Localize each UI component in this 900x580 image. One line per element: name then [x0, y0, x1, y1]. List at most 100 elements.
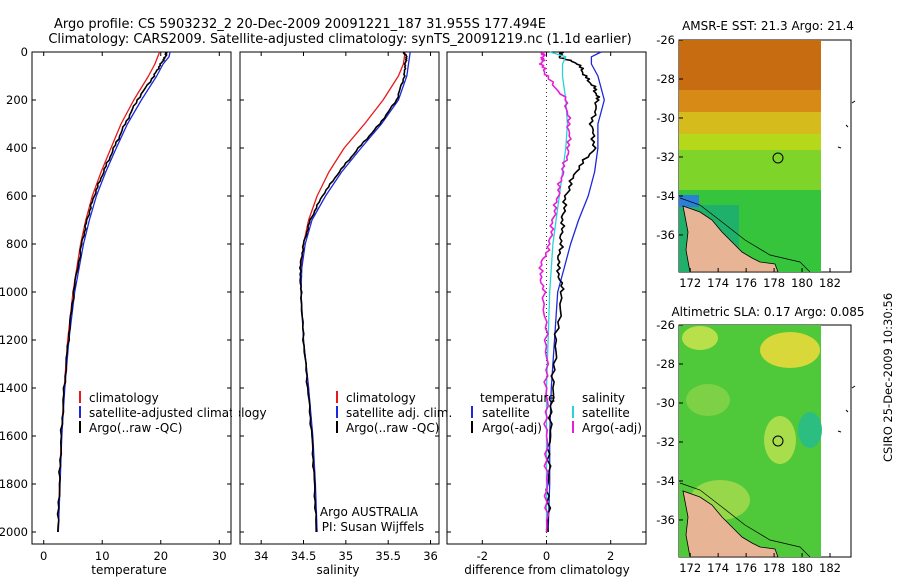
legend-label-temp-argo: Argo(-adj) — [482, 421, 542, 435]
map-ytick-label: -36 — [656, 228, 675, 242]
legend-label-temp-satellite: satellite — [482, 406, 530, 420]
figure-title-line2: Climatology: CARS2009. Satellite-adjuste… — [48, 32, 631, 47]
legend-label-climatology: climatology — [89, 391, 159, 405]
series-line-2-3 — [538, 51, 572, 533]
difference-legend: temperature satellite Argo(-adj) salinit… — [471, 391, 642, 435]
sla-island-marks — [837, 385, 856, 433]
difference-xlabel: difference from climatology — [464, 563, 630, 577]
ytick-label: 1200 — [0, 333, 28, 347]
salinity-series — [298, 51, 411, 533]
xtick-label: 0 — [40, 549, 47, 563]
map-xtick-label: 174 — [707, 276, 729, 290]
legend-label-argo: Argo(..raw -QC) — [346, 421, 439, 435]
series-line-2-1 — [545, 51, 601, 533]
legend-title-salinity: salinity — [582, 391, 625, 405]
legend-label-satellite-adj: satellite adj. clim. — [346, 406, 452, 420]
ytick-label: 2000 — [0, 525, 28, 539]
map-xtick-label: 176 — [735, 561, 757, 575]
salinity-legend: climatology satellite adj. clim. Argo(..… — [336, 391, 452, 435]
sst-landmass — [682, 205, 779, 272]
map-ytick-label: -30 — [656, 396, 675, 410]
map-ytick-label: -28 — [656, 72, 675, 86]
sla-map-ticks: 172 174 176 178 180 182 -26 -28 -30 -32 -34 -36 — [656, 318, 841, 575]
ytick-label: 400 — [6, 141, 28, 155]
legend-label-argo: Argo(..raw -QC) — [89, 421, 182, 435]
xtick-label: 0 — [543, 549, 550, 563]
sla-high-center — [764, 416, 796, 464]
legend-label-sal-satellite: satellite — [582, 406, 630, 420]
legend-label-satellite-adjusted: satellite-adjusted climatology — [89, 406, 267, 420]
sst-transition-band — [679, 112, 821, 134]
xtick-label: 30 — [212, 549, 227, 563]
temperature-legend: climatology satellite-adjusted climatolo… — [79, 391, 267, 435]
ytick-label: 800 — [6, 237, 28, 251]
ytick-label: 1400 — [0, 381, 28, 395]
map-xtick-label: 176 — [735, 276, 757, 290]
xtick-label: 10 — [95, 549, 110, 563]
sla-high-north — [760, 332, 820, 368]
xtick-label: 36 — [423, 549, 438, 563]
difference-series — [538, 51, 605, 533]
annotation-operator: Argo AUSTRALIA — [320, 505, 419, 519]
sla-map-title: Altimetric SLA: 0.17 Argo: 0.085 — [671, 305, 864, 319]
map-xtick-label: 182 — [819, 276, 841, 290]
sla-float-marker — [772, 435, 784, 447]
sst-island-marks — [837, 100, 856, 149]
xtick-label: 34 — [254, 549, 269, 563]
sla-high-nw — [682, 326, 718, 350]
sst-float-marker — [772, 152, 784, 164]
temperature-series — [56, 51, 171, 533]
map-ytick-label: -28 — [656, 357, 675, 371]
map-xtick-label: 172 — [679, 276, 701, 290]
map-ytick-label: -32 — [656, 435, 675, 449]
legend-label-sal-argo: Argo(-adj) — [582, 421, 642, 435]
sst-coast-contour — [679, 197, 811, 272]
ytick-label: 600 — [6, 189, 28, 203]
salinity-xlabel: salinity — [316, 563, 359, 577]
map-xtick-label: 178 — [763, 276, 785, 290]
ytick-label: 1600 — [0, 429, 28, 443]
sla-low-east — [798, 412, 822, 448]
ytick-label: 1800 — [0, 477, 28, 491]
series-line-0-2 — [56, 51, 168, 533]
xtick-label: 35 — [339, 549, 354, 563]
sst-hot-band — [679, 40, 821, 90]
map-xtick-label: 174 — [707, 561, 729, 575]
map-ytick-label: -34 — [656, 189, 675, 203]
sst-map-title: AMSR-E SST: 21.3 Argo: 21.4 — [682, 19, 854, 33]
credit-stamp: CSIRO 25-Dec-2009 10:30:56 — [881, 293, 895, 462]
sst-cool-band — [679, 150, 821, 195]
sla-coast-contour — [679, 482, 811, 557]
map-xtick-label: 178 — [763, 561, 785, 575]
map-xtick-label: 180 — [791, 561, 813, 575]
map-xtick-label: 180 — [791, 276, 813, 290]
temperature-xlabel: temperature — [91, 563, 166, 577]
legend-label-climatology: climatology — [346, 391, 416, 405]
sla-heatmap — [679, 325, 822, 557]
map-ytick-label: -32 — [656, 150, 675, 164]
sla-mid-west — [686, 384, 730, 416]
series-line-2-0 — [547, 51, 605, 533]
xtick-label: 35.5 — [375, 549, 401, 563]
legend-clip-mask — [232, 404, 239, 420]
ytick-label: 0 — [21, 45, 28, 59]
map-ytick-label: -36 — [656, 513, 675, 527]
figure-title-line1: Argo profile: CS 5903232_2 20-Dec-2009 2… — [54, 17, 546, 32]
map-ytick-label: -34 — [656, 474, 675, 488]
ytick-label: 1000 — [0, 285, 28, 299]
legend-title-temperature: temperature — [480, 391, 555, 405]
map-ytick-label: -26 — [656, 318, 675, 332]
xtick-label: -2 — [477, 549, 488, 563]
map-ytick-label: -30 — [656, 111, 675, 125]
temperature-axes — [31, 51, 232, 545]
xtick-label: 2 — [607, 549, 614, 563]
annotation-pi: PI: Susan Wijffels — [322, 520, 424, 534]
map-xtick-label: 172 — [679, 561, 701, 575]
ytick-label: 200 — [6, 93, 28, 107]
map-xtick-label: 182 — [819, 561, 841, 575]
xtick-label: 20 — [153, 549, 168, 563]
map-ytick-label: -26 — [656, 33, 675, 47]
sst-heatmap — [679, 40, 821, 272]
